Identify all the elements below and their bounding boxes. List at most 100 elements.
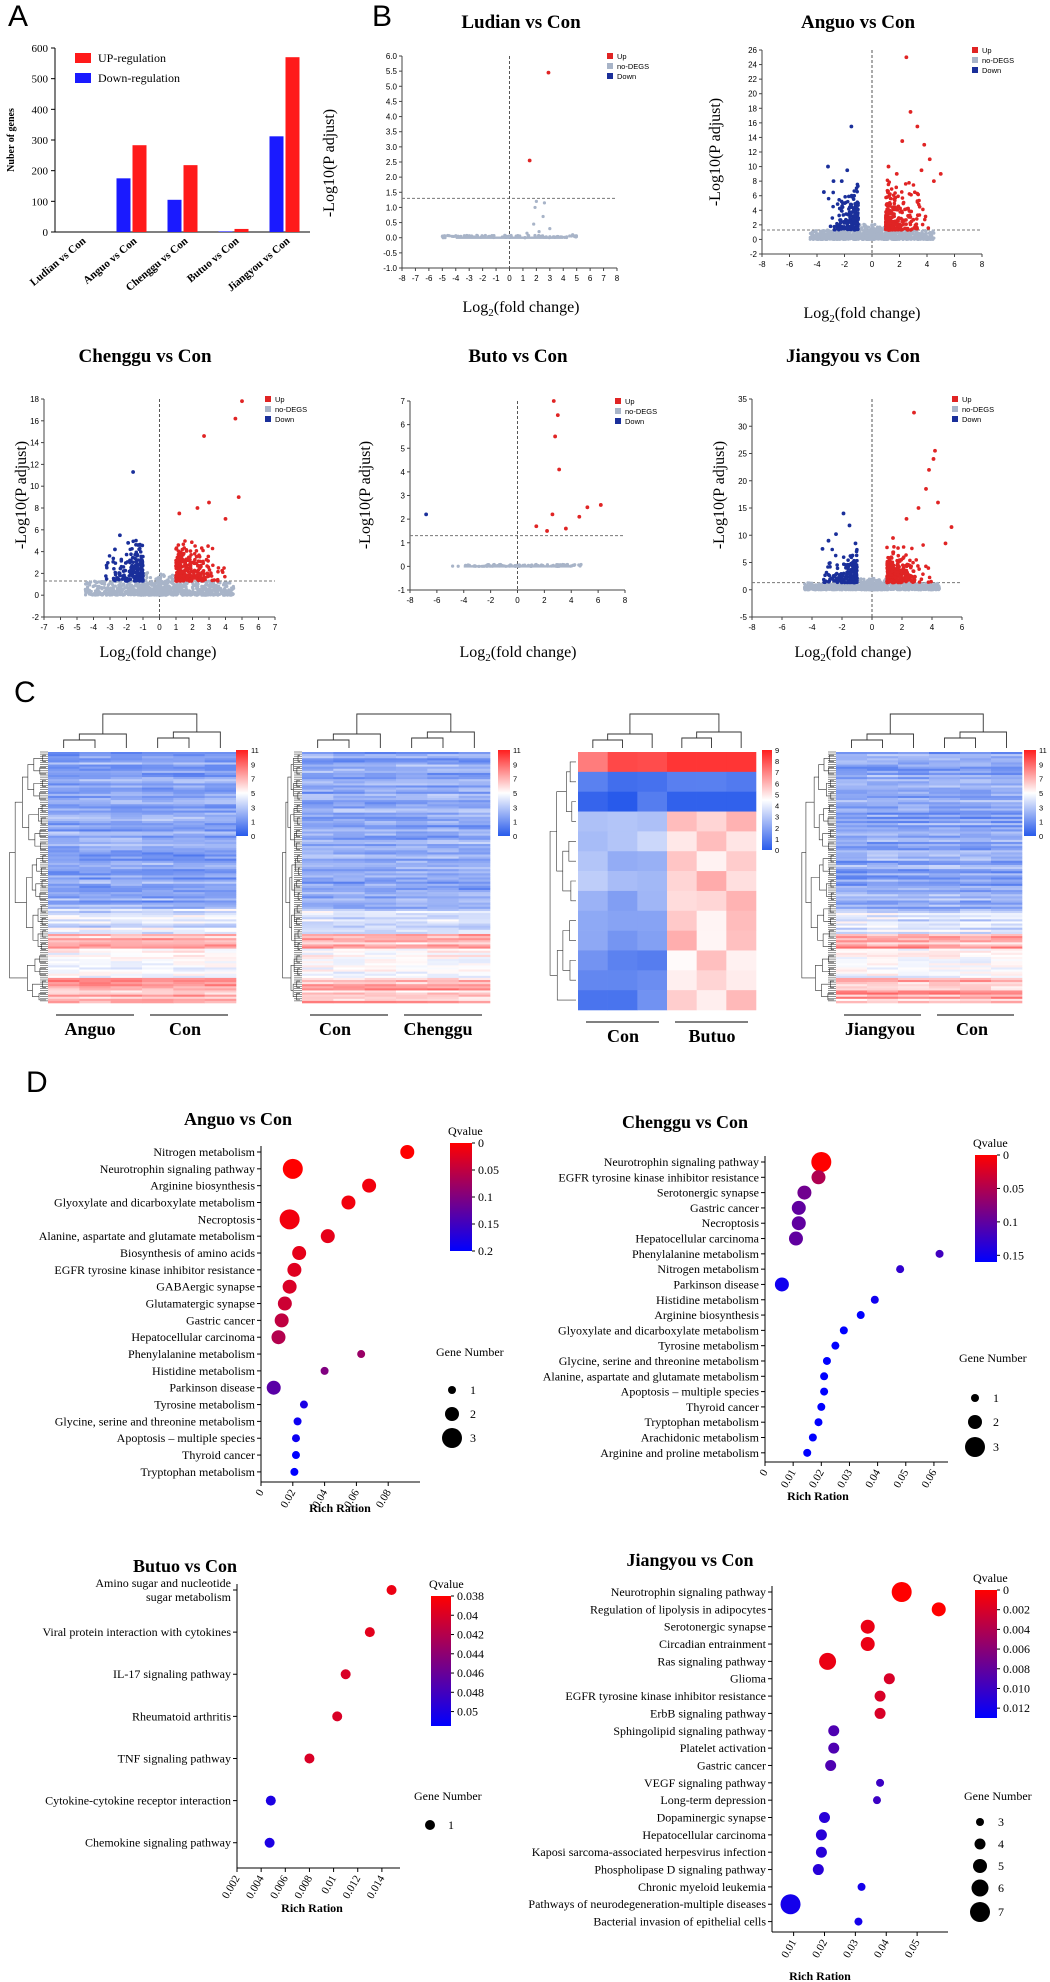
down-point [841,213,846,217]
heatmap-cell [48,791,80,795]
bar-up-4 [285,57,300,233]
down-point [138,561,142,566]
up-point [891,193,896,198]
heatmap-cell [110,783,143,786]
heatmap-cell [79,818,111,822]
up-point [887,226,891,231]
volcano-x-tick-label: 5 [240,623,245,632]
nodeg-point [908,234,913,238]
heatmap-cell [204,764,237,767]
nodeg-point [170,573,175,577]
heatmap-cell [48,781,80,784]
heatmap-cell [204,770,237,774]
down-point [854,226,859,231]
volcano-x-tick-label: 7 [601,274,606,283]
heatmap-cell [173,869,205,872]
down-point [831,204,835,209]
heatmap-cell [48,768,80,772]
nodeg-point [149,593,153,597]
heatmap-cell [79,873,111,876]
up-point [201,568,206,573]
down-point [832,228,837,232]
heatmap-cell [142,764,174,767]
up-point [907,215,911,219]
nodeg-point [183,584,187,589]
up-point-outlier [207,500,211,505]
heatmap-cell [48,806,80,809]
nodeg-point [913,233,917,237]
nodeg-point [815,232,820,237]
heatmap-cell [110,808,143,811]
heatmap-cell [110,881,143,885]
up-point [186,567,190,572]
down-point [141,554,145,559]
up-point-outlier [900,139,905,143]
down-point [854,221,859,225]
up-point [888,573,893,577]
down-point [850,205,854,210]
heatmap-cell [204,791,237,795]
heatmap-cell [79,833,111,836]
nodeg-point [116,589,120,593]
nodeg-point [83,588,88,592]
heatmap-cell [204,831,237,834]
volcano-y-tick-label: 12 [748,148,757,157]
volcano-y-tick-label: 4 [753,206,758,215]
volcano-y-tick-label: 3.5 [386,128,398,137]
heatmap-cell [142,810,174,813]
heatmap-cell [48,770,80,774]
down-point [826,572,831,577]
nodeg-point [211,588,215,592]
nodeg-point [150,587,154,591]
up-point [903,207,907,212]
volcano-legend-swatch [615,398,621,404]
up-point-outlier [585,505,590,510]
nodeg-point [858,577,862,582]
down-point-outlier [131,470,136,474]
up-point [888,196,893,201]
up-point [911,569,916,574]
heatmap-cell [48,848,80,851]
up-point [913,574,917,579]
nodeg-point [901,236,905,240]
heatmap-cell [110,812,143,816]
volcano-x-tick-label: -4 [813,260,821,269]
down-point [117,571,121,575]
volcano-y-tick-label: 1 [401,539,406,548]
down-point [832,574,837,579]
heatmap-cell [110,787,143,790]
heatmap-cell [142,856,174,859]
up-point-outlier [550,512,555,517]
up-point [196,571,201,576]
heatmap-cell [142,818,174,822]
up-point [921,543,925,547]
down-point [843,195,847,199]
nodeg-point [212,582,216,586]
down-point [135,562,139,566]
volcano-legend-label: no-DEGS [982,56,1014,65]
volcano-legend-label: Down [982,66,1001,75]
heatmap-cell [204,854,237,857]
nodeg-point [127,587,131,591]
up-point [887,216,892,221]
heatmap-cell [142,821,174,824]
heatmap-cell [142,879,174,882]
nodeg-point [112,590,117,594]
volcano-x-tick-label: 8 [615,274,620,283]
volcano-x-tick-label: 7 [273,623,278,632]
volcano-y-tick-label: -2 [750,250,758,259]
down-point [838,218,843,222]
heatmap-cell [173,821,205,824]
nodeg-point [873,229,877,233]
down-point [823,573,827,577]
heatmap-cell [142,831,174,834]
heatmap-cell [142,783,174,786]
down-point [136,565,140,570]
heatmap-cell [142,841,174,845]
up-point [197,554,202,559]
nodeg-point [923,228,927,233]
down-point [123,568,128,573]
nodeg-point [898,236,902,241]
up-point [893,205,897,209]
up-point [176,578,180,583]
